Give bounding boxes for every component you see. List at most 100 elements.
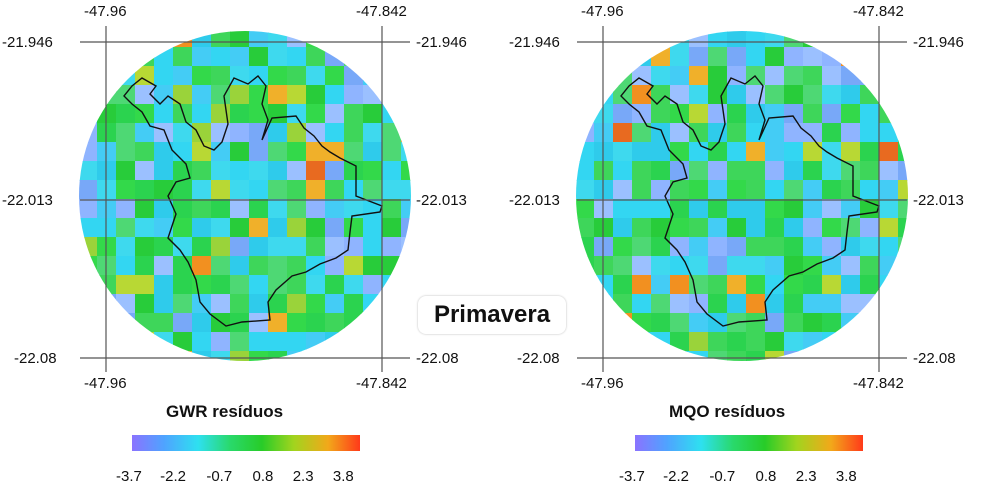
raster-cell <box>135 123 155 143</box>
raster-cell <box>192 256 212 276</box>
raster-cell <box>784 66 804 86</box>
lon-label-bottom-right: -47.842 <box>853 375 904 392</box>
raster-cell <box>230 104 250 124</box>
raster-cell <box>898 199 908 219</box>
raster-cell <box>879 104 899 124</box>
raster-cell <box>363 351 383 361</box>
raster-cell <box>594 123 614 143</box>
raster-cell <box>401 180 411 200</box>
raster-cell <box>230 294 250 314</box>
raster-cell <box>822 237 842 257</box>
raster-cell <box>325 237 345 257</box>
raster-cell <box>765 47 785 67</box>
raster-cell <box>192 66 212 86</box>
raster-cell <box>841 180 861 200</box>
raster-cell <box>689 31 709 48</box>
raster-cell <box>306 142 326 162</box>
raster-cell <box>363 294 383 314</box>
raster-cell <box>822 142 842 162</box>
raster-cell <box>173 313 193 333</box>
raster-cell <box>135 66 155 86</box>
raster-cell <box>613 294 633 314</box>
raster-cell <box>97 313 117 333</box>
raster-cell <box>97 85 117 105</box>
raster-cell <box>401 85 411 105</box>
raster-cell <box>249 31 269 48</box>
raster-cell <box>325 275 345 295</box>
raster-cell <box>287 161 307 181</box>
lat-label-left-mid: -22.013 <box>509 192 560 209</box>
raster-cell <box>211 256 231 276</box>
raster-cell <box>651 85 671 105</box>
raster-cell <box>249 180 269 200</box>
raster-cell <box>268 142 288 162</box>
raster-cell <box>287 294 307 314</box>
raster-cell <box>613 237 633 257</box>
raster-cell <box>651 47 671 67</box>
raster-cell <box>822 161 842 181</box>
raster-cell <box>173 31 193 48</box>
raster-cell <box>670 218 690 238</box>
raster-cell <box>344 142 364 162</box>
raster-cell <box>363 104 383 124</box>
raster-cell <box>841 294 861 314</box>
raster-cell <box>670 47 690 67</box>
raster-cell <box>784 31 804 48</box>
raster-cell <box>382 256 402 276</box>
raster-cell <box>154 47 174 67</box>
raster-cell <box>727 123 747 143</box>
raster-cell <box>211 351 231 361</box>
raster-cell <box>841 85 861 105</box>
raster-cell <box>841 218 861 238</box>
raster-cell <box>268 180 288 200</box>
raster-cell <box>116 275 136 295</box>
raster-cell <box>97 218 117 238</box>
raster-cell <box>594 218 614 238</box>
raster-cell <box>306 199 326 219</box>
raster-cell <box>708 332 728 352</box>
raster-cell <box>249 275 269 295</box>
raster-cell <box>192 123 212 143</box>
raster-cell <box>401 161 411 181</box>
colorbar-tick-label: 2.3 <box>292 468 314 485</box>
raster-cell <box>860 332 880 352</box>
raster-cell <box>784 85 804 105</box>
raster-cell <box>79 161 98 181</box>
raster-cell <box>192 31 212 48</box>
raster-cell <box>344 47 364 67</box>
raster-cell <box>382 237 402 257</box>
raster-cell <box>344 351 364 361</box>
raster-cell <box>287 85 307 105</box>
raster-cell <box>173 351 193 361</box>
raster-cell <box>784 142 804 162</box>
raster-cell <box>727 332 747 352</box>
raster-cell <box>97 47 117 67</box>
raster-cell <box>708 85 728 105</box>
raster-cell <box>632 85 652 105</box>
raster-cell <box>97 275 117 295</box>
raster-cell <box>306 351 326 361</box>
raster-cell <box>401 104 411 124</box>
raster-cell <box>708 256 728 276</box>
raster-cell <box>249 332 269 352</box>
raster-cell <box>154 313 174 333</box>
raster-cell <box>765 31 785 48</box>
raster-cell <box>230 66 250 86</box>
raster-cell <box>230 31 250 48</box>
raster-cell <box>727 104 747 124</box>
raster-cell <box>268 332 288 352</box>
raster-cell <box>382 218 402 238</box>
raster-cell <box>79 85 98 105</box>
raster-cell <box>173 294 193 314</box>
raster-cell <box>841 237 861 257</box>
raster-cell <box>860 161 880 181</box>
raster-cell <box>860 256 880 276</box>
raster-cell <box>708 66 728 86</box>
raster-cell <box>135 142 155 162</box>
raster-cell <box>727 351 747 361</box>
raster-cell <box>173 180 193 200</box>
raster-cell <box>192 218 212 238</box>
raster-cell <box>268 104 288 124</box>
raster-cell <box>898 85 908 105</box>
raster-cell <box>841 199 861 219</box>
